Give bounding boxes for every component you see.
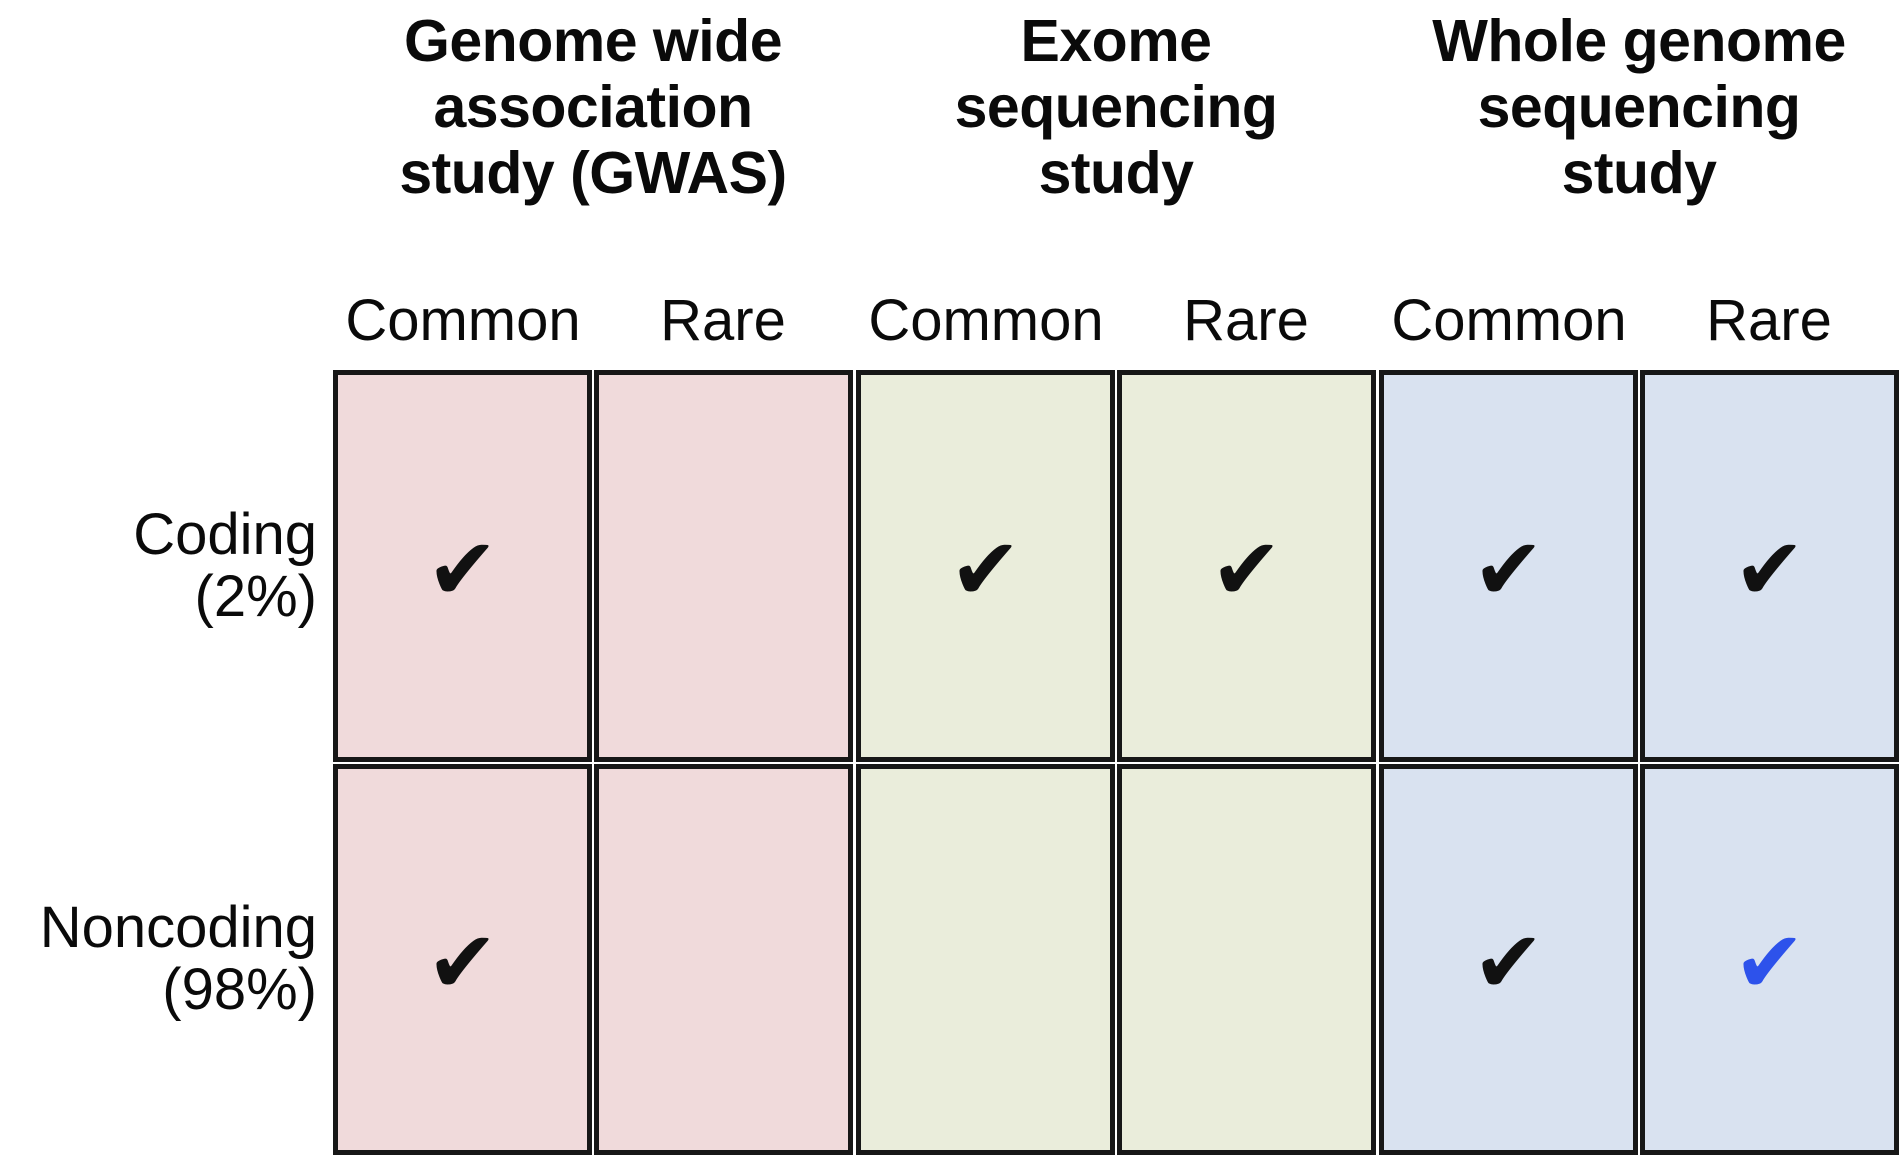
wgs-variant-labels: Common Rare: [1379, 290, 1899, 352]
exome-variant-labels: Common Rare: [856, 290, 1376, 352]
col-label-rare: Rare: [1706, 288, 1832, 353]
check-icon: ✔: [426, 913, 499, 1014]
check-icon: ✔: [1733, 913, 1806, 1014]
cell-coding-wgs-rare: ✔: [1640, 370, 1899, 762]
row-label-name: Noncoding: [39, 894, 317, 960]
cell-coding-wgs-common: ✔: [1379, 370, 1638, 762]
title-line: Genome wide: [403, 8, 783, 74]
check-icon: ✔: [949, 519, 1022, 620]
gwas-variant-labels: Common Rare: [333, 290, 853, 352]
exome-table: ✔ ✔: [856, 370, 1376, 1155]
cell-coding-exome-common: ✔: [856, 370, 1115, 762]
gwas-title: Genome wide association study (GWAS): [333, 8, 853, 206]
title-line: association: [433, 74, 753, 140]
row-label-pct: (2%): [194, 564, 317, 630]
check-icon: ✔: [1733, 519, 1806, 620]
title-line: Exome: [1020, 8, 1212, 74]
title-line: sequencing: [1477, 74, 1801, 140]
cell-noncoding-wgs-common: ✔: [1379, 763, 1638, 1155]
title-line: Whole genome: [1432, 8, 1846, 74]
col-label-common: Common: [1391, 288, 1627, 353]
variant-labels-row: Common Rare Common Rare Common Rare: [333, 290, 1901, 352]
wgs-table: ✔ ✔ ✔ ✔: [1379, 370, 1899, 1155]
row-label-noncoding: Noncoding (98%): [0, 763, 333, 1156]
title-line: study: [1038, 140, 1194, 206]
gwas-table: ✔ ✔: [333, 370, 853, 1155]
cell-noncoding-gwas-common: ✔: [333, 763, 592, 1155]
wgs-title: Whole genome sequencing study: [1379, 8, 1899, 206]
col-label-common: Common: [345, 288, 581, 353]
group-titles-row: Genome wide association study (GWAS) Exo…: [333, 8, 1901, 206]
row-label-pct: (98%): [162, 956, 317, 1022]
title-line: study (GWAS): [399, 140, 787, 206]
cell-noncoding-exome-common: [856, 763, 1115, 1155]
matrix-groups: ✔ ✔ ✔ ✔: [333, 370, 1899, 1155]
check-icon: ✔: [1472, 913, 1545, 1014]
check-icon: ✔: [1472, 519, 1545, 620]
cell-coding-exome-rare: ✔: [1117, 370, 1376, 762]
row-label-name: Coding: [133, 502, 317, 568]
title-line: sequencing: [954, 74, 1278, 140]
cell-noncoding-gwas-rare: [594, 763, 853, 1155]
exome-title: Exome sequencing study: [856, 8, 1376, 206]
col-label-rare: Rare: [1183, 288, 1309, 353]
cell-noncoding-exome-rare: [1117, 763, 1376, 1155]
matrix: Coding (2%) Noncoding (98%) ✔ ✔: [0, 370, 1901, 1155]
row-label-coding: Coding (2%): [0, 370, 333, 763]
check-icon: ✔: [1210, 519, 1283, 620]
cell-coding-gwas-rare: [594, 370, 853, 762]
cell-coding-gwas-common: ✔: [333, 370, 592, 762]
col-label-rare: Rare: [660, 288, 786, 353]
title-line: study: [1561, 140, 1717, 206]
row-labels: Coding (2%) Noncoding (98%): [0, 370, 333, 1155]
check-icon: ✔: [426, 519, 499, 620]
cell-noncoding-wgs-rare: ✔: [1640, 763, 1899, 1155]
col-label-common: Common: [868, 288, 1104, 353]
